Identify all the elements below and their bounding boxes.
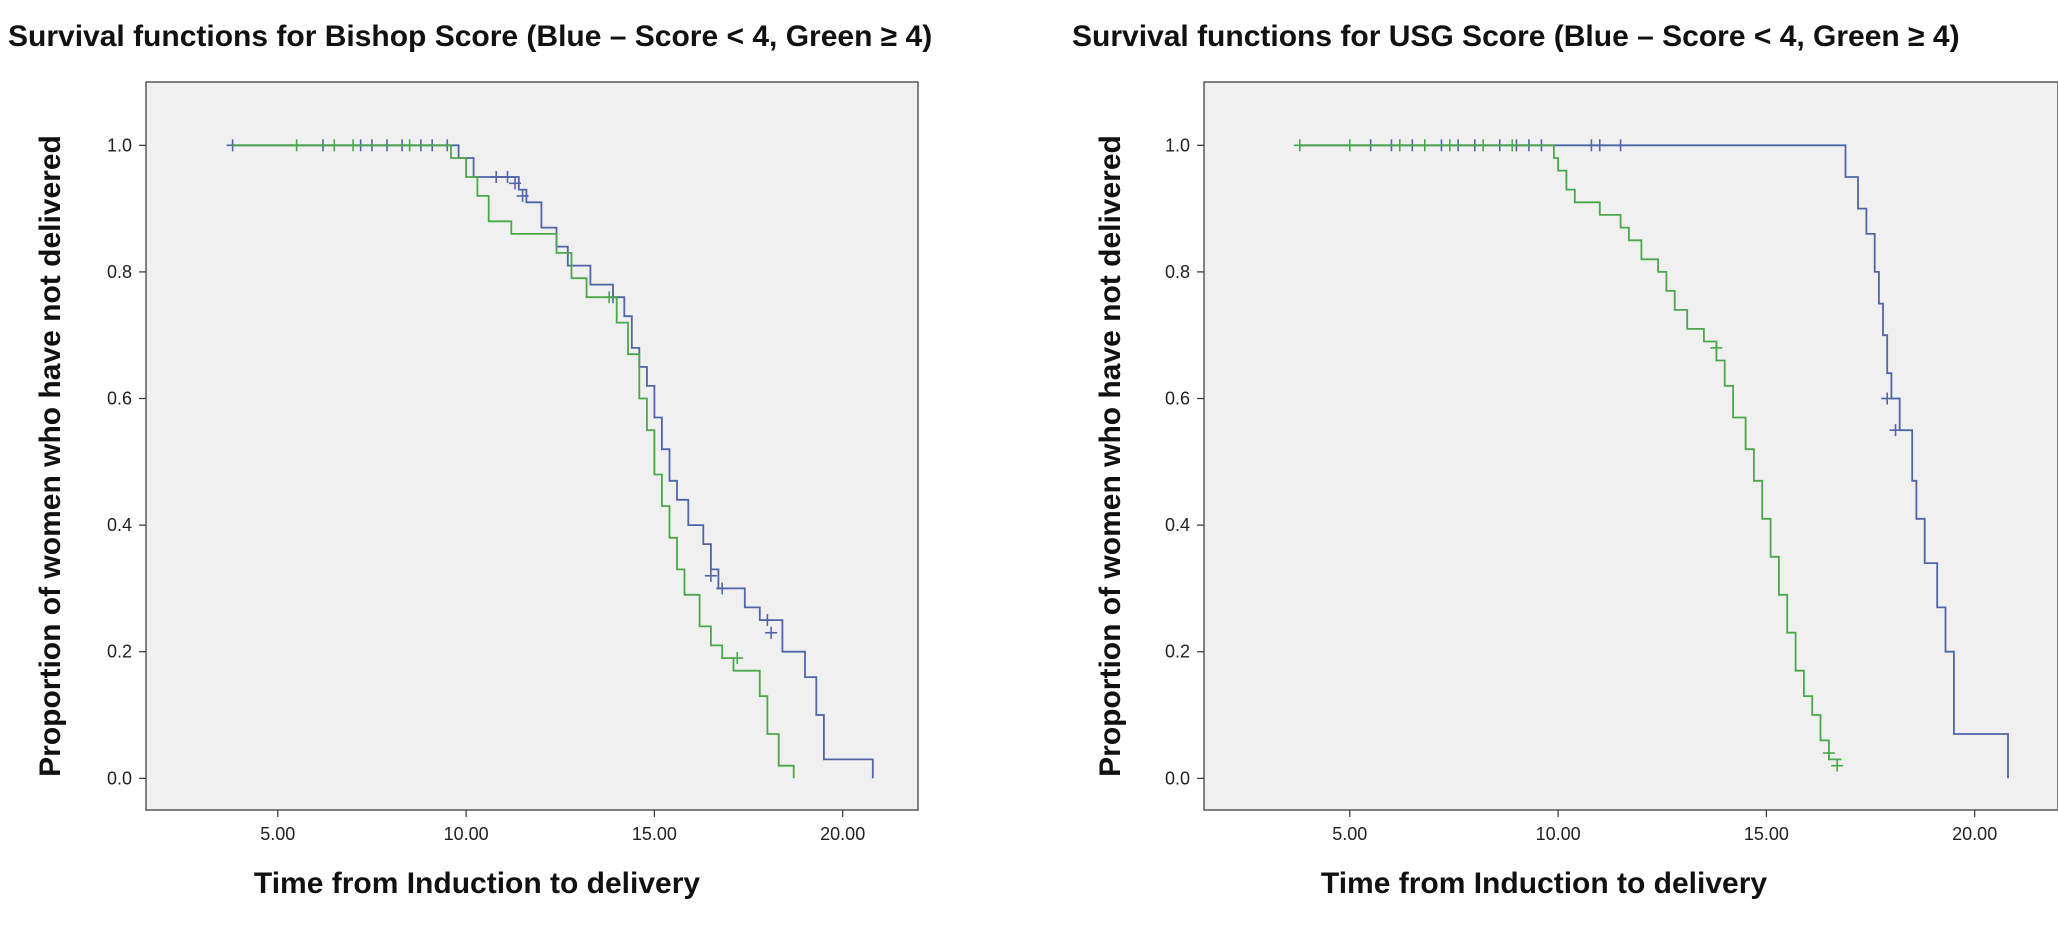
censor-mark bbox=[1710, 341, 1723, 354]
y-tick-label: 0.2 bbox=[107, 642, 132, 662]
censor-mark bbox=[1822, 747, 1835, 760]
censor-mark bbox=[1614, 139, 1627, 152]
censor-mark bbox=[1343, 139, 1356, 152]
y-tick-label: 0.8 bbox=[107, 262, 132, 282]
censor-mark bbox=[1443, 139, 1456, 152]
x-tick-label: 10.00 bbox=[1536, 824, 1581, 844]
censor-mark bbox=[761, 614, 774, 627]
censor-mark bbox=[1506, 139, 1519, 152]
y-tick-label: 0.4 bbox=[1165, 515, 1190, 535]
x-tick-label: 5.00 bbox=[260, 824, 295, 844]
series-line-score-ge-4 bbox=[232, 144, 795, 779]
censor-mark bbox=[1831, 759, 1844, 772]
x-axis-title: Time from Induction to delivery bbox=[1321, 867, 1767, 900]
bishop-score-panel: Survival functions for Bishop Score (Blu… bbox=[8, 20, 933, 900]
y-tick-label: 0.2 bbox=[1165, 642, 1190, 662]
y-tick-label: 0.0 bbox=[1165, 768, 1190, 788]
x-tick-label: 10.00 bbox=[444, 824, 489, 844]
censor-mark bbox=[704, 569, 717, 582]
y-tick-label: 0.4 bbox=[107, 515, 132, 535]
y-tick-label: 1.0 bbox=[1165, 135, 1190, 155]
x-tick-label: 20.00 bbox=[820, 824, 865, 844]
x-tick-label: 5.00 bbox=[1332, 824, 1367, 844]
y-tick-label: 1.0 bbox=[107, 135, 132, 155]
censor-mark bbox=[1393, 139, 1406, 152]
chart-title: Survival functions for Bishop Score (Blu… bbox=[8, 20, 933, 53]
censor-mark bbox=[328, 139, 341, 152]
censor-mark bbox=[501, 170, 514, 183]
y-axis-title: Proportion of women who have not deliver… bbox=[34, 135, 67, 777]
censor-mark bbox=[509, 177, 522, 190]
plot-area bbox=[1203, 81, 2058, 811]
censor-mark bbox=[490, 170, 503, 183]
censor-mark bbox=[765, 626, 778, 639]
censor-mark bbox=[1593, 139, 1606, 152]
x-axis-title: Time from Induction to delivery bbox=[254, 867, 700, 900]
y-tick-label: 0.0 bbox=[107, 768, 132, 788]
chart-title: Survival functions for USG Score (Blue –… bbox=[1072, 20, 1960, 53]
censor-mark bbox=[1293, 139, 1306, 152]
bishop-score-chart: 0.0 0.2 0.4 0.6 0.8 1.0 5.00 10.00 15.00 20.00 Tim… bbox=[34, 81, 919, 900]
censor-mark bbox=[603, 291, 616, 304]
censor-mark bbox=[347, 139, 360, 152]
x-tick-label: 20.00 bbox=[1952, 824, 1997, 844]
censor-mark bbox=[716, 582, 729, 595]
x-tick-label: 15.00 bbox=[632, 824, 677, 844]
usg-score-panel: Survival functions for USG Score (Blue –… bbox=[1058, 0, 2058, 929]
censor-mark bbox=[1889, 424, 1902, 437]
series-line-score-lt-4 bbox=[232, 144, 874, 779]
censor-mark bbox=[1881, 392, 1894, 405]
censor-mark bbox=[1477, 139, 1490, 152]
y-axis-title: Proportion of women who have not deliver… bbox=[1094, 135, 1127, 777]
censor-mark bbox=[731, 652, 744, 665]
censor-mark bbox=[403, 139, 416, 152]
censor-mark bbox=[516, 189, 529, 202]
x-tick-label: 15.00 bbox=[1744, 824, 1789, 844]
y-tick-label: 0.6 bbox=[107, 389, 132, 409]
usg-score-chart: 0.0 0.2 0.4 0.6 0.8 1.0 5.00 10.00 15.00 20.00 Tim… bbox=[1094, 81, 2058, 900]
plot-area bbox=[145, 81, 919, 811]
censor-mark bbox=[290, 139, 303, 152]
censor-mark bbox=[1418, 139, 1431, 152]
y-tick-label: 0.6 bbox=[1165, 389, 1190, 409]
y-tick-label: 0.8 bbox=[1165, 262, 1190, 282]
